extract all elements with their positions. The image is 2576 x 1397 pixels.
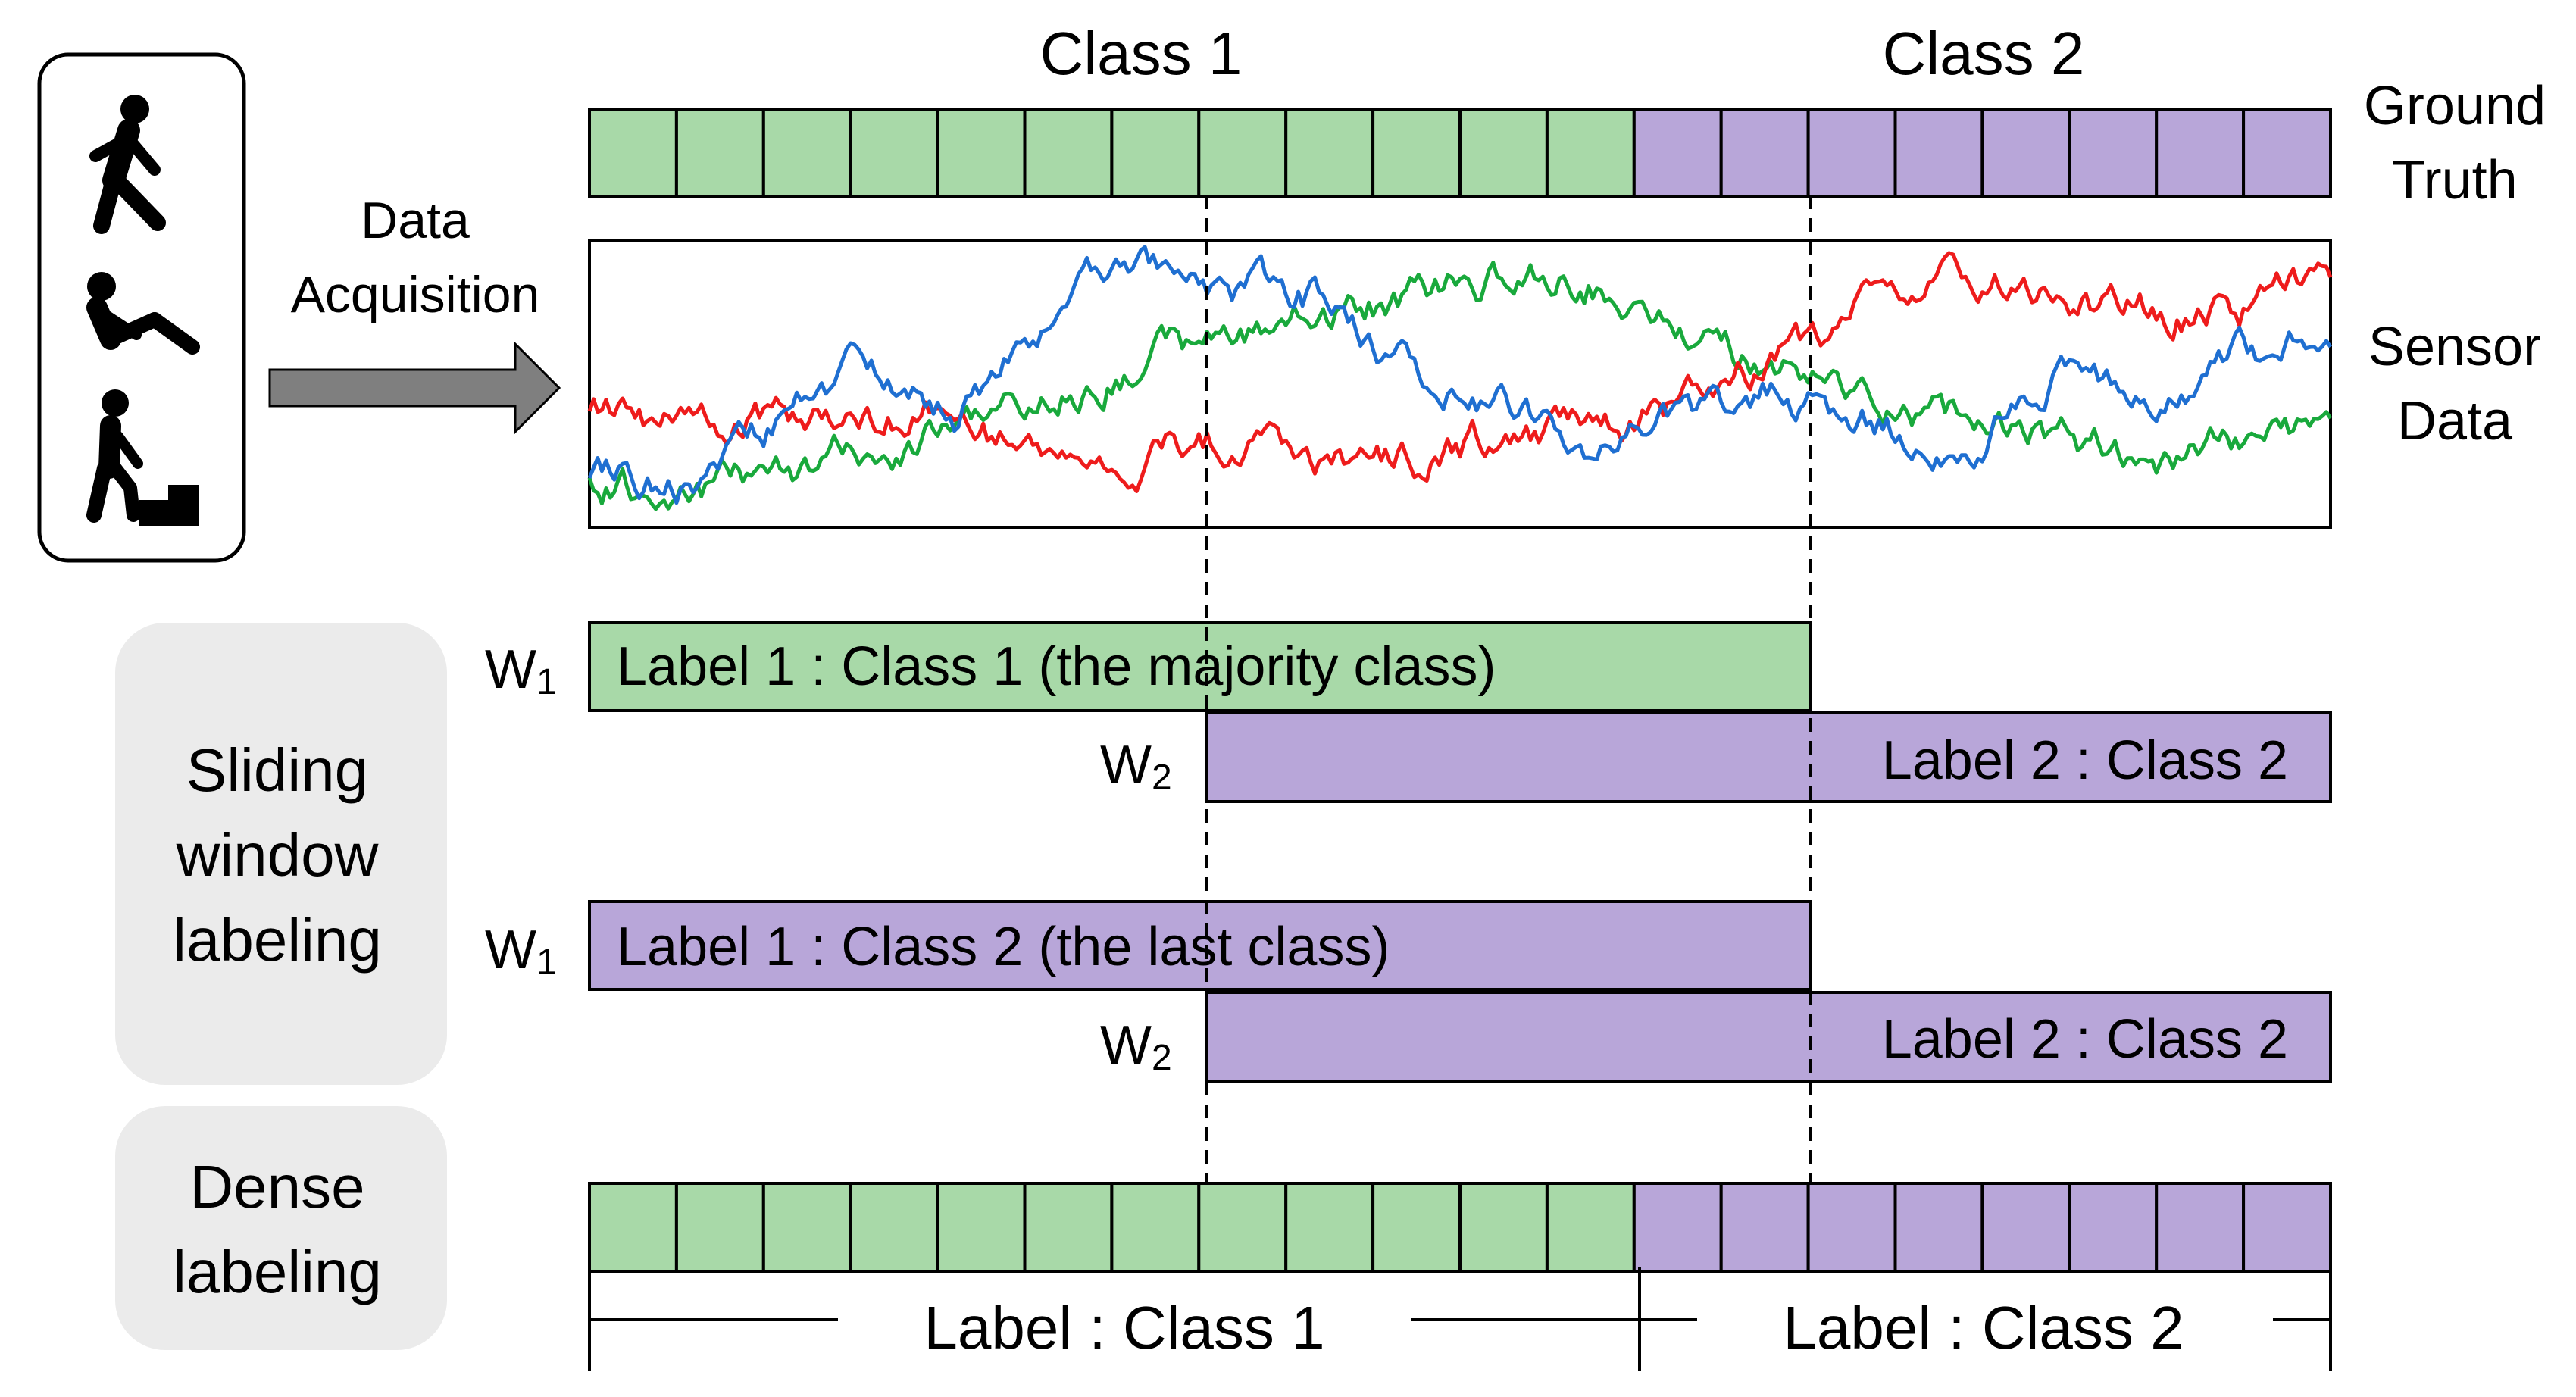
dense-class2-segment xyxy=(1719,1182,1810,1273)
ground-truth-class1-segment xyxy=(1371,108,1462,198)
dense-labeling-title-line2: labeling xyxy=(173,1238,382,1305)
dense-class2-segment xyxy=(2068,1182,2159,1273)
ground-truth-class1-segment xyxy=(1197,108,1288,198)
dense-class2-bracket xyxy=(1638,1267,2332,1371)
ground-truth-class2-segment xyxy=(1806,108,1897,198)
lying-person-icon xyxy=(86,272,200,355)
acquisition-arrow xyxy=(268,341,561,435)
sliding-window-panel xyxy=(115,623,447,1085)
w2-majority-label: Label 2 : Class 2 xyxy=(1882,730,2288,791)
ground-truth-class1-segment xyxy=(936,108,1027,198)
dense-class2-segment xyxy=(1632,1182,1723,1273)
sliding-window-title-line1: Sliding xyxy=(186,736,368,804)
dense-class1-label: Label : Class 1 xyxy=(924,1294,1324,1361)
w1-majority-window xyxy=(588,621,1812,712)
class2-header: Class 2 xyxy=(1883,20,2085,87)
dense-class1-segment xyxy=(1023,1182,1114,1273)
dense-class1-segment xyxy=(849,1182,939,1273)
dense-class1-segment xyxy=(588,1182,678,1273)
w2-majority-window xyxy=(1205,711,2332,803)
sliding-window-title-line3: labeling xyxy=(173,906,382,974)
dense-class1-segment xyxy=(761,1182,852,1273)
ground-truth-class1-segment xyxy=(849,108,939,198)
ground-truth-bar xyxy=(588,108,2333,198)
dense-class1-segment xyxy=(1458,1182,1549,1273)
w2-last-tag: W2 xyxy=(1100,1015,1172,1078)
sensor-label-line2: Data xyxy=(2397,391,2513,452)
w1-last-window xyxy=(588,900,1812,991)
class1-header: Class 1 xyxy=(1040,20,1243,87)
sliding-window-title-line2: window xyxy=(176,821,379,889)
dense-labeling-bar xyxy=(588,1182,2333,1273)
w2-majority-tag: W2 xyxy=(1100,735,1172,798)
ground-truth-class1-segment xyxy=(674,108,765,198)
sensor-signal-blue xyxy=(587,245,2333,505)
dense-class2-segment xyxy=(2155,1182,2246,1273)
dense-class1-segment xyxy=(1284,1182,1375,1273)
ground-truth-class1-segment xyxy=(761,108,852,198)
ground-truth-class1-segment xyxy=(1284,108,1375,198)
dense-class1-segment xyxy=(1110,1182,1201,1273)
w1-last-tag: W1 xyxy=(485,920,557,983)
ground-truth-class1-segment xyxy=(1545,108,1636,198)
ground-truth-class2-segment xyxy=(2068,108,2159,198)
dense-class2-label: Label : Class 2 xyxy=(1783,1294,2184,1361)
sensor-signal-green xyxy=(587,261,2333,511)
ground-truth-class2-segment xyxy=(1719,108,1810,198)
sensor-signal-red xyxy=(587,251,2333,493)
w1-last-label: Label 1 : Class 2 (the last class) xyxy=(617,917,1390,977)
dense-class1-segment xyxy=(936,1182,1027,1273)
climbing-stairs-person-icon xyxy=(86,389,199,526)
sensor-data-panel xyxy=(588,239,2332,529)
dense-class2-segment xyxy=(1806,1182,1897,1273)
dense-class1-segment xyxy=(1371,1182,1462,1273)
dense-class1-segment xyxy=(1545,1182,1636,1273)
sensor-signals xyxy=(587,245,2333,511)
ground-truth-class2-segment xyxy=(1893,108,1984,198)
w1-majority-tag: W1 xyxy=(485,639,557,702)
acquisition-label-line1: Data xyxy=(361,192,470,249)
dense-class2-segment xyxy=(1980,1182,2071,1273)
acquisition-label-line2: Acquisition xyxy=(291,266,540,323)
w1-majority-label: Label 1 : Class 1 (the majority class) xyxy=(617,636,1496,697)
ground-truth-label-line1: Ground xyxy=(2364,76,2546,136)
ground-truth-class1-segment xyxy=(1023,108,1114,198)
ground-truth-class2-segment xyxy=(2155,108,2246,198)
dense-labeling-panel xyxy=(115,1106,447,1350)
ground-truth-class2-segment xyxy=(1980,108,2071,198)
walking-person-icon xyxy=(89,95,166,234)
ground-truth-label-line2: Truth xyxy=(2392,150,2517,211)
ground-truth-class2-segment xyxy=(1632,108,1723,198)
w2-last-label: Label 2 : Class 2 xyxy=(1882,1009,2288,1070)
dense-labeling-title-line1: Dense xyxy=(189,1153,364,1220)
ground-truth-class1-segment xyxy=(1110,108,1201,198)
dense-class1-bracket xyxy=(588,1267,1638,1371)
ground-truth-class1-segment xyxy=(588,108,678,198)
dense-class1-segment xyxy=(1197,1182,1288,1273)
w2-last-window xyxy=(1205,991,2332,1083)
dense-class2-segment xyxy=(1893,1182,1984,1273)
ground-truth-class1-segment xyxy=(1458,108,1549,198)
activity-icons-box xyxy=(37,52,246,563)
dense-class2-segment xyxy=(2242,1182,2333,1273)
sensor-label-line1: Sensor xyxy=(2368,317,2541,377)
dense-class1-segment xyxy=(674,1182,765,1273)
ground-truth-class2-segment xyxy=(2242,108,2333,198)
